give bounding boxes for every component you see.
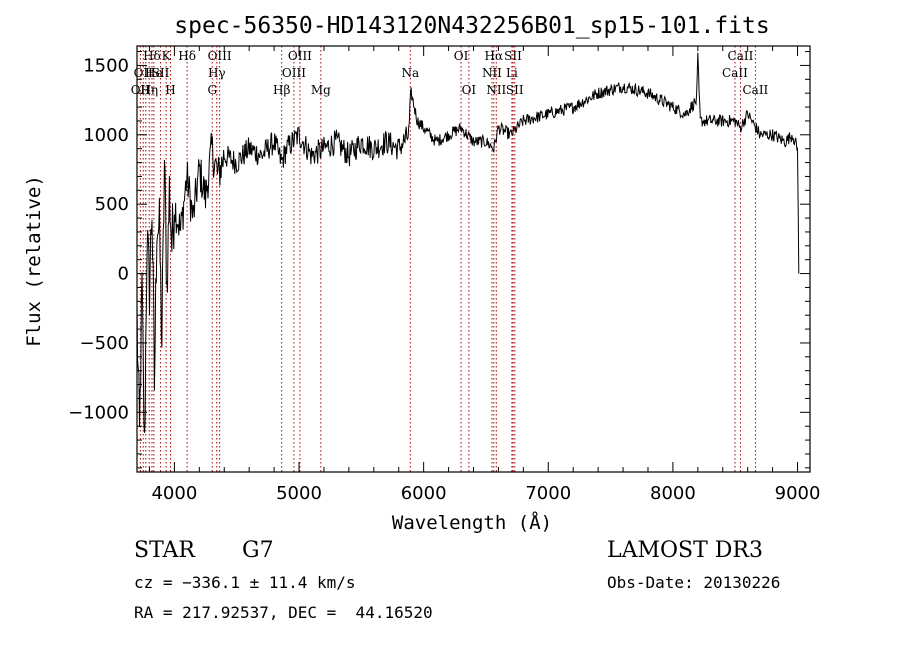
survey-name: LAMOST DR3	[607, 538, 763, 563]
x-tick-label-4: 8000	[650, 483, 696, 504]
x-tick-label-5: 9000	[775, 483, 821, 504]
line-label-28: CaII	[742, 83, 768, 97]
line-label-19: OI	[462, 83, 477, 97]
line-label-3: Hη	[140, 83, 158, 97]
axis-ticks: 4000 5000 6000 7000 8000 9000 −1000 −500 0 500 100…	[68, 46, 820, 504]
line-label-17: Na	[401, 66, 419, 80]
line-label-23: Li	[506, 66, 518, 80]
emission-line-labels: OIIOIIHHηHδHeSIIKHHδGHγOIIIHβOIIIOIIIMgN…	[131, 49, 769, 97]
line-label-25: SII	[506, 83, 524, 97]
redshift-velocity: cz = −336.1 ± 11.4 km/s	[134, 573, 356, 592]
line-label-7: K	[162, 49, 172, 63]
emission-line-markers	[139, 46, 756, 472]
line-label-9: Hδ	[178, 49, 196, 63]
spectrum-chart: spec-56350-HD143120N432256B01_sp15-101.f…	[23, 13, 820, 534]
line-label-20: NII	[482, 66, 502, 80]
object-subclass: G7	[242, 538, 274, 563]
y-tick-label-5: 1500	[83, 55, 129, 76]
x-tick-label-2: 6000	[401, 483, 447, 504]
line-label-10: G	[207, 83, 217, 97]
line-label-0: OII	[131, 83, 151, 97]
line-label-15: OIII	[288, 49, 312, 63]
line-label-16: Mg	[311, 83, 331, 97]
line-label-26: CaII	[722, 66, 748, 80]
line-label-21: Hα	[485, 49, 504, 63]
series-line-flux	[136, 52, 800, 433]
line-label-11: Hγ	[208, 66, 226, 80]
series-layer	[136, 52, 800, 433]
y-tick-label-0: −1000	[68, 402, 129, 423]
y-tick-label-4: 1000	[83, 125, 129, 146]
line-label-24: SII	[504, 49, 522, 63]
line-label-13: Hβ	[273, 83, 290, 97]
line-label-1: OII	[134, 66, 154, 80]
line-label-5: He	[145, 66, 163, 80]
x-axis-label: Wavelength (Å)	[392, 511, 552, 534]
line-label-22: NII	[486, 83, 506, 97]
y-tick-label-1: −500	[80, 333, 129, 354]
object-class: STAR	[134, 538, 195, 563]
line-label-14: OIII	[282, 66, 306, 80]
line-label-6: SII	[152, 66, 170, 80]
line-label-2: H	[141, 83, 151, 97]
line-label-12: OIII	[208, 49, 232, 63]
line-label-8: H	[165, 83, 175, 97]
chart-title: spec-56350-HD143120N432256B01_sp15-101.f…	[174, 13, 769, 39]
x-tick-label-3: 7000	[525, 483, 571, 504]
y-axis-label: Flux (relative)	[23, 175, 45, 347]
x-tick-label-0: 4000	[151, 483, 197, 504]
line-label-27: CaII	[728, 49, 754, 63]
line-label-4: Hδ	[143, 49, 161, 63]
y-tick-label-2: 0	[118, 264, 129, 285]
y-tick-label-3: 500	[95, 194, 129, 215]
observation-date: Obs-Date: 20130226	[607, 573, 781, 592]
plot-frame	[136, 45, 811, 473]
x-tick-label-1: 5000	[276, 483, 322, 504]
line-label-18: OI	[454, 49, 469, 63]
sky-coordinates: RA = 217.92537, DEC = 44.16520	[134, 603, 433, 622]
